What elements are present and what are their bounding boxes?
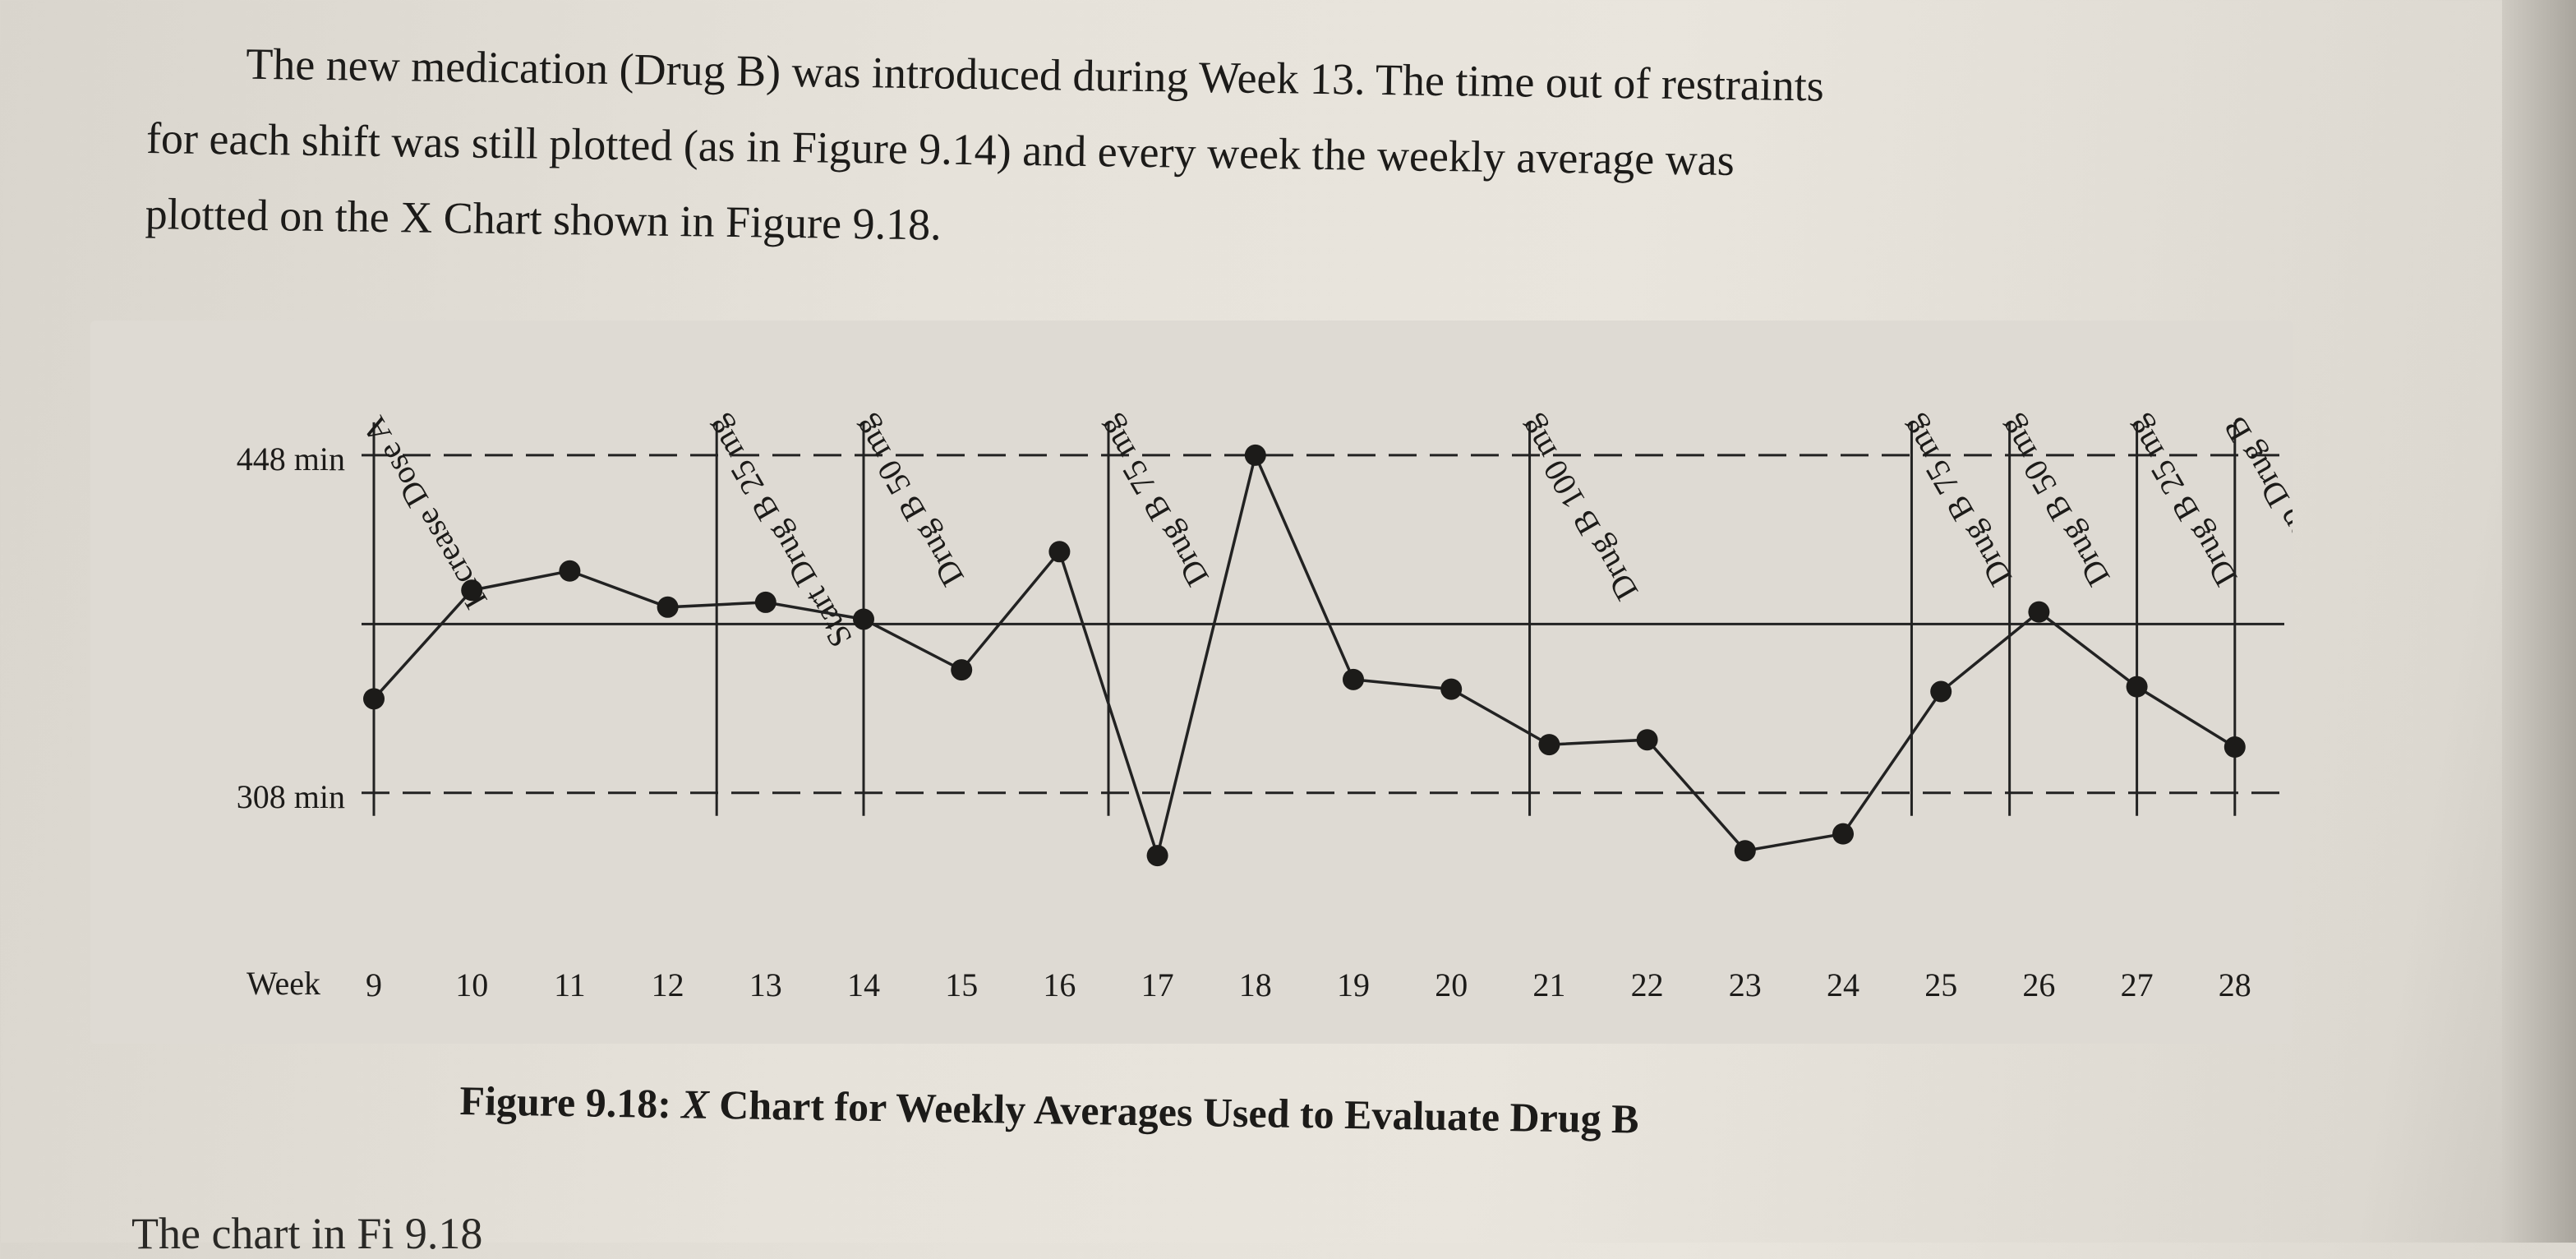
x-tick-label: 18 <box>1239 966 1272 1003</box>
data-point <box>1636 729 1658 751</box>
annotation-label: Start Drug B 25 mg <box>698 410 859 653</box>
data-point <box>1538 734 1560 756</box>
x-tick-label: 11 <box>554 966 586 1003</box>
data-point <box>1440 678 1463 700</box>
intro-paragraph: The new medication (Drug B) was introduc… <box>145 25 2350 282</box>
data-point <box>559 560 581 582</box>
data-point <box>461 579 483 602</box>
x-tick-label: 25 <box>1924 966 1957 1003</box>
chart-panel: 448 min 308 min Increase Dose A Start Drug … <box>90 321 2293 1044</box>
bottom-partial-text: The chart in Fi 9.18 <box>131 1209 483 1258</box>
caption-figure-number: Figure 9.18: <box>459 1077 672 1128</box>
data-point <box>2126 676 2148 698</box>
data-point <box>853 608 874 630</box>
figure-caption: Figure 9.18: X Chart for Weekly Averages… <box>459 1077 2104 1150</box>
x-tick-label: 20 <box>1435 966 1468 1003</box>
data-point <box>1832 823 1854 845</box>
x-tick-label: 14 <box>847 966 880 1003</box>
x-tick-label: 24 <box>1827 966 1859 1003</box>
data-point <box>1244 444 1266 466</box>
x-tick-label: 15 <box>945 966 978 1003</box>
data-point <box>1048 541 1071 563</box>
x-tick-label: 23 <box>1729 966 1762 1003</box>
data-point <box>1734 840 1756 862</box>
x-tick-label: 10 <box>455 966 488 1003</box>
x-tick-label: 28 <box>2219 966 2251 1003</box>
data-point <box>2028 601 2050 623</box>
x-tick-label: 26 <box>2022 966 2055 1003</box>
data-point <box>951 659 973 681</box>
upper-limit-label: 448 min <box>237 440 345 477</box>
data-point <box>2223 736 2246 759</box>
data-point <box>363 688 385 710</box>
x-tick-label: 16 <box>1043 966 1076 1003</box>
data-point <box>657 596 679 618</box>
data-point <box>1930 680 1952 703</box>
data-point <box>754 591 776 613</box>
x-tick-label: 12 <box>652 966 684 1003</box>
x-tick-label: 19 <box>1337 966 1370 1003</box>
lower-limit-label: 308 min <box>237 778 345 815</box>
x-tick-label: 21 <box>1532 966 1565 1003</box>
caption-x-symbol: X <box>680 1081 710 1128</box>
x-tick-label: 17 <box>1141 966 1174 1003</box>
data-point <box>1146 845 1168 867</box>
x-tick-label: 27 <box>2121 966 2154 1003</box>
x-tick-label: 22 <box>1631 966 1664 1003</box>
data-point <box>1343 668 1364 690</box>
page-edge <box>2502 0 2576 1243</box>
x-tick-label: 13 <box>749 966 782 1003</box>
caption-title: Chart for Weekly Averages Used to Evalua… <box>718 1081 1639 1142</box>
weekly-average-line <box>372 450 2236 861</box>
x-tick-label: 9 <box>366 966 382 1003</box>
x-axis-label: Week <box>247 965 320 1002</box>
